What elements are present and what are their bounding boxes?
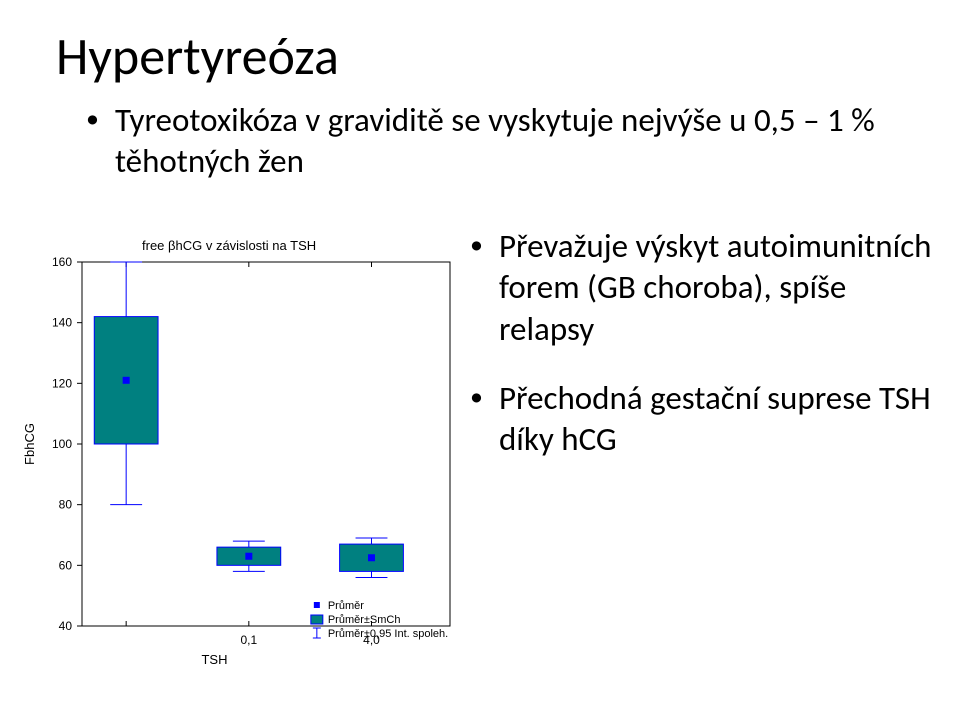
bullet-item: • Tyreotoxikóza v graviditě se vyskytuje…	[86, 100, 920, 183]
svg-text:140: 140	[52, 316, 72, 330]
bullet-text: Převažuje výskyt autoimunitních forem (G…	[499, 226, 940, 350]
bullet-item: • Přechodná gestační suprese TSH díky hC…	[470, 378, 940, 461]
svg-text:120: 120	[52, 376, 72, 390]
bullet-dot-icon: •	[470, 378, 483, 416]
svg-text:TSH: TSH	[201, 652, 227, 667]
right-bullets: • Převažuje výskyt autoimunitních forem …	[470, 226, 940, 488]
slide: Hypertyreóza • Tyreotoxikóza v graviditě…	[0, 0, 960, 722]
svg-text:100: 100	[52, 437, 72, 451]
svg-text:FbhCG: FbhCG	[22, 423, 37, 465]
svg-text:0,1: 0,1	[240, 633, 257, 647]
bullet-dot-icon: •	[86, 100, 99, 138]
svg-text:80: 80	[59, 498, 73, 512]
bullet-text: Přechodná gestační suprese TSH díky hCG	[499, 378, 940, 461]
svg-text:160: 160	[52, 255, 72, 269]
bullet-text: Tyreotoxikóza v graviditě se vyskytuje n…	[115, 100, 920, 183]
svg-text:free βhCG v závislosti na TSH: free βhCG v závislosti na TSH	[142, 238, 316, 253]
top-bullets: • Tyreotoxikóza v graviditě se vyskytuje…	[86, 100, 920, 183]
svg-text:60: 60	[59, 558, 73, 572]
svg-text:Průměr: Průměr	[328, 600, 364, 612]
svg-text:Průměr±SmCh: Průměr±SmCh	[328, 614, 401, 626]
svg-text:Průměr±0,95 Int. spoleh.: Průměr±0,95 Int. spoleh.	[328, 628, 448, 640]
svg-text:40: 40	[59, 619, 73, 633]
slide-title: Hypertyreóza	[56, 24, 920, 88]
boxplot-chart: free βhCG v závislosti na TSH 40 60 80 100 12…	[20, 228, 460, 698]
bullet-item: • Převažuje výskyt autoimunitních forem …	[470, 226, 940, 350]
bullet-dot-icon: •	[470, 226, 483, 264]
